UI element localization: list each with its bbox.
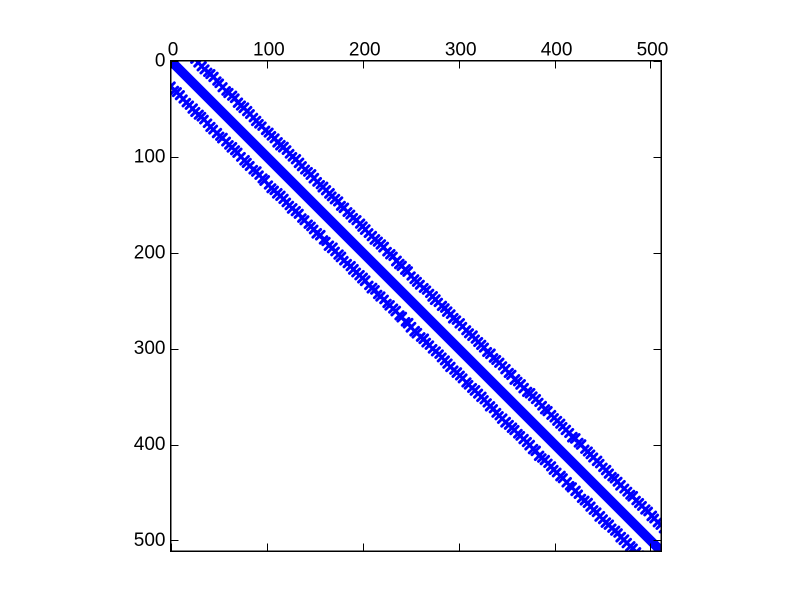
- svg-text:300: 300: [445, 40, 477, 61]
- svg-text:100: 100: [253, 40, 285, 61]
- svg-text:500: 500: [134, 530, 166, 551]
- svg-text:200: 200: [134, 242, 166, 263]
- svg-text:0: 0: [155, 51, 166, 72]
- svg-text:500: 500: [637, 40, 669, 61]
- svg-text:400: 400: [134, 434, 166, 455]
- svg-text:400: 400: [541, 40, 573, 61]
- svg-text:100: 100: [134, 146, 166, 167]
- svg-text:300: 300: [134, 338, 166, 359]
- svg-text:0: 0: [168, 40, 179, 61]
- svg-text:200: 200: [349, 40, 381, 61]
